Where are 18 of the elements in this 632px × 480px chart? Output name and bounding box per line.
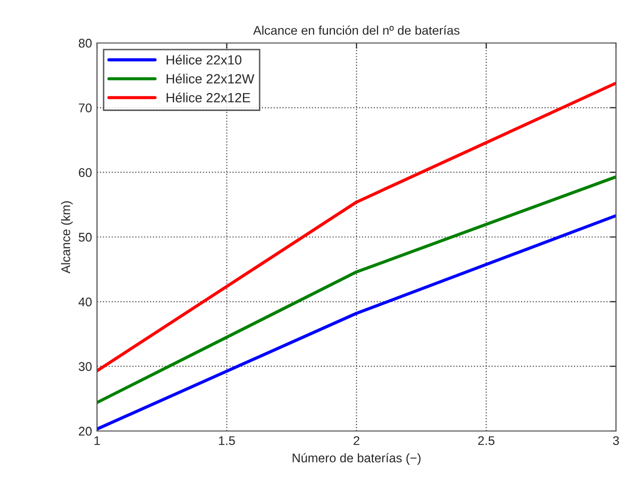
y-tick-label: 20: [78, 426, 92, 436]
x-axis-title: Número de baterías (−): [292, 453, 421, 465]
y-tick-label: 50: [78, 232, 92, 242]
x-tick-label: 3: [613, 436, 619, 446]
x-tick-label: 2: [354, 436, 360, 445]
y-tick-label: 80: [78, 38, 92, 48]
y-axis-title: Alcance (km): [61, 201, 73, 274]
y-tick-label: 30: [78, 362, 92, 371]
x-tick-label: 1: [94, 436, 100, 445]
legend-label: Hélice 22x10: [166, 54, 242, 65]
legend-label: Hélice 22x12E: [166, 92, 250, 102]
x-tick-label: 1.5: [219, 436, 235, 446]
y-tick-label: 40: [78, 297, 92, 306]
y-tick-label: 70: [78, 103, 92, 112]
y-tick-label: 60: [78, 168, 92, 177]
x-tick-label: 2.5: [478, 436, 494, 446]
chart-title: Alcance en función del nº de baterías: [253, 25, 460, 35]
legend-label: Hélice 22x12W: [166, 74, 254, 84]
